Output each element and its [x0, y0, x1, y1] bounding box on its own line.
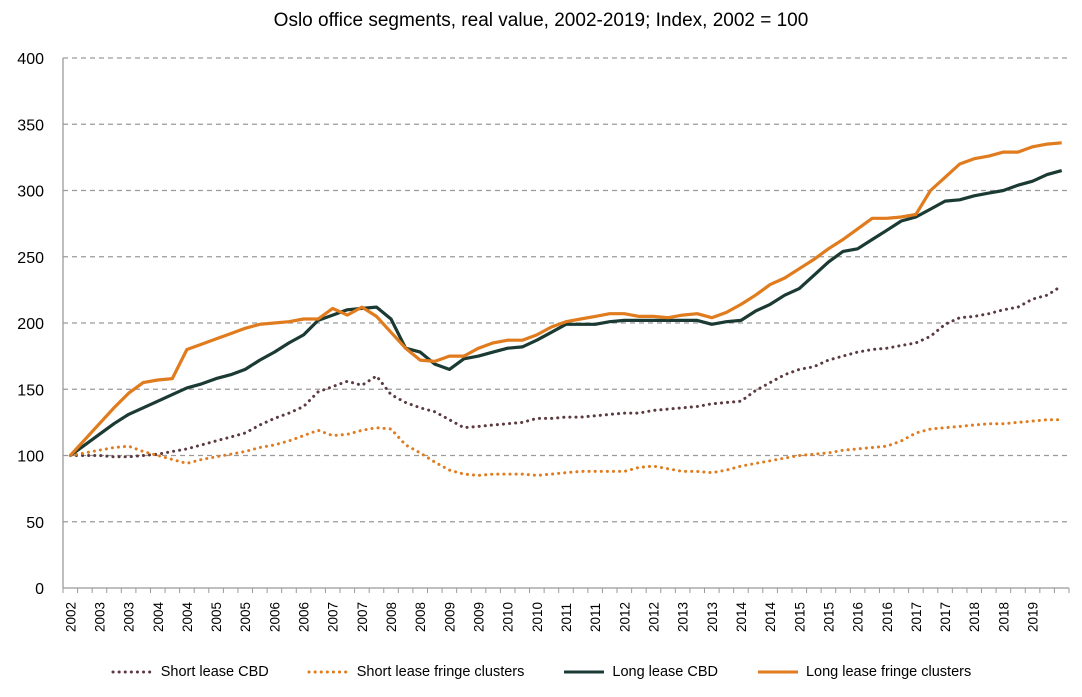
x-tick-label: 2011: [588, 603, 603, 632]
series-line: [70, 286, 1061, 457]
y-tick-label: 0: [35, 581, 44, 598]
x-tick-label: 2019: [1026, 602, 1041, 632]
x-tick-label: 2010: [530, 602, 545, 632]
x-tick-label: 2006: [297, 602, 312, 632]
x-tick-label: 2003: [122, 602, 137, 632]
x-tick-label: 2018: [996, 602, 1011, 632]
x-tick-label: 2014: [734, 601, 749, 632]
x-tick-label: 2016: [851, 602, 866, 632]
x-tick-label: 2004: [151, 601, 166, 632]
x-tick-label: 2009: [472, 602, 487, 632]
x-tick-label: 2017: [938, 602, 953, 632]
y-tick-label: 100: [17, 449, 44, 466]
legend-label: Long lease CBD: [612, 664, 718, 680]
series-long-lease-fringe-clusters: [70, 143, 1061, 456]
x-tick-label: 2005: [209, 602, 224, 632]
series-short-lease-fringe-clusters: [70, 420, 1061, 476]
x-tick-label: 2012: [617, 602, 632, 632]
x-tick-label: 2007: [355, 602, 370, 632]
legend-item: Long lease CBD: [562, 664, 718, 680]
x-tick-label: 2004: [180, 601, 195, 632]
x-tick-label: 2003: [92, 602, 107, 632]
y-tick-label: 50: [26, 515, 44, 532]
y-tick-label: 200: [17, 316, 44, 333]
legend-item: Long lease fringe clusters: [756, 664, 971, 680]
x-tick-label: 2008: [413, 602, 428, 632]
legend-swatch: [307, 667, 351, 677]
series-line: [70, 420, 1061, 476]
y-tick-label: 350: [17, 117, 44, 134]
x-tick-label: 2008: [384, 602, 399, 632]
x-tick-label: 2006: [267, 602, 282, 632]
legend-swatch: [111, 667, 155, 677]
legend-label: Short lease fringe clusters: [357, 664, 525, 680]
y-tick-label: 300: [17, 184, 44, 201]
y-tick-label: 250: [17, 250, 44, 267]
x-tick-label: 2015: [821, 602, 836, 632]
x-tick-label: 2013: [676, 602, 691, 632]
x-tick-label: 2015: [792, 602, 807, 632]
x-tick-label: 2005: [238, 602, 253, 632]
x-tick-label: 2013: [705, 602, 720, 632]
x-tick-label: 2010: [501, 602, 516, 632]
legend-swatch: [756, 667, 800, 677]
legend-label: Short lease CBD: [161, 664, 269, 680]
legend-item: Short lease fringe clusters: [307, 664, 525, 680]
x-tick-label: 2007: [326, 602, 341, 632]
legend-item: Short lease CBD: [111, 664, 269, 680]
x-tick-label: 2017: [909, 602, 924, 632]
x-tick-label: 2012: [646, 602, 661, 632]
y-tick-label: 400: [17, 51, 44, 68]
x-tick-label: 2011: [559, 603, 574, 632]
x-tick-label: 2002: [63, 602, 78, 632]
x-tick-label: 2016: [880, 602, 895, 632]
y-tick-label: 150: [17, 382, 44, 399]
x-tick-label: 2018: [967, 602, 982, 632]
series-line: [70, 143, 1061, 456]
legend: Short lease CBD Short lease fringe cluste…: [0, 664, 1082, 680]
legend-swatch: [562, 667, 606, 677]
legend-label: Long lease fringe clusters: [806, 664, 971, 680]
x-tick-label: 2009: [442, 602, 457, 632]
series-short-lease-cbd: [70, 286, 1061, 457]
x-tick-label: 2014: [763, 601, 778, 632]
